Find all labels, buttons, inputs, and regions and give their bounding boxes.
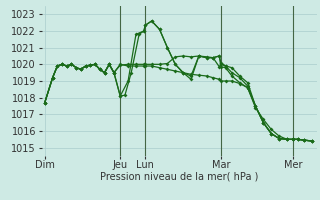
X-axis label: Pression niveau de la mer( hPa ): Pression niveau de la mer( hPa ) (100, 172, 258, 182)
